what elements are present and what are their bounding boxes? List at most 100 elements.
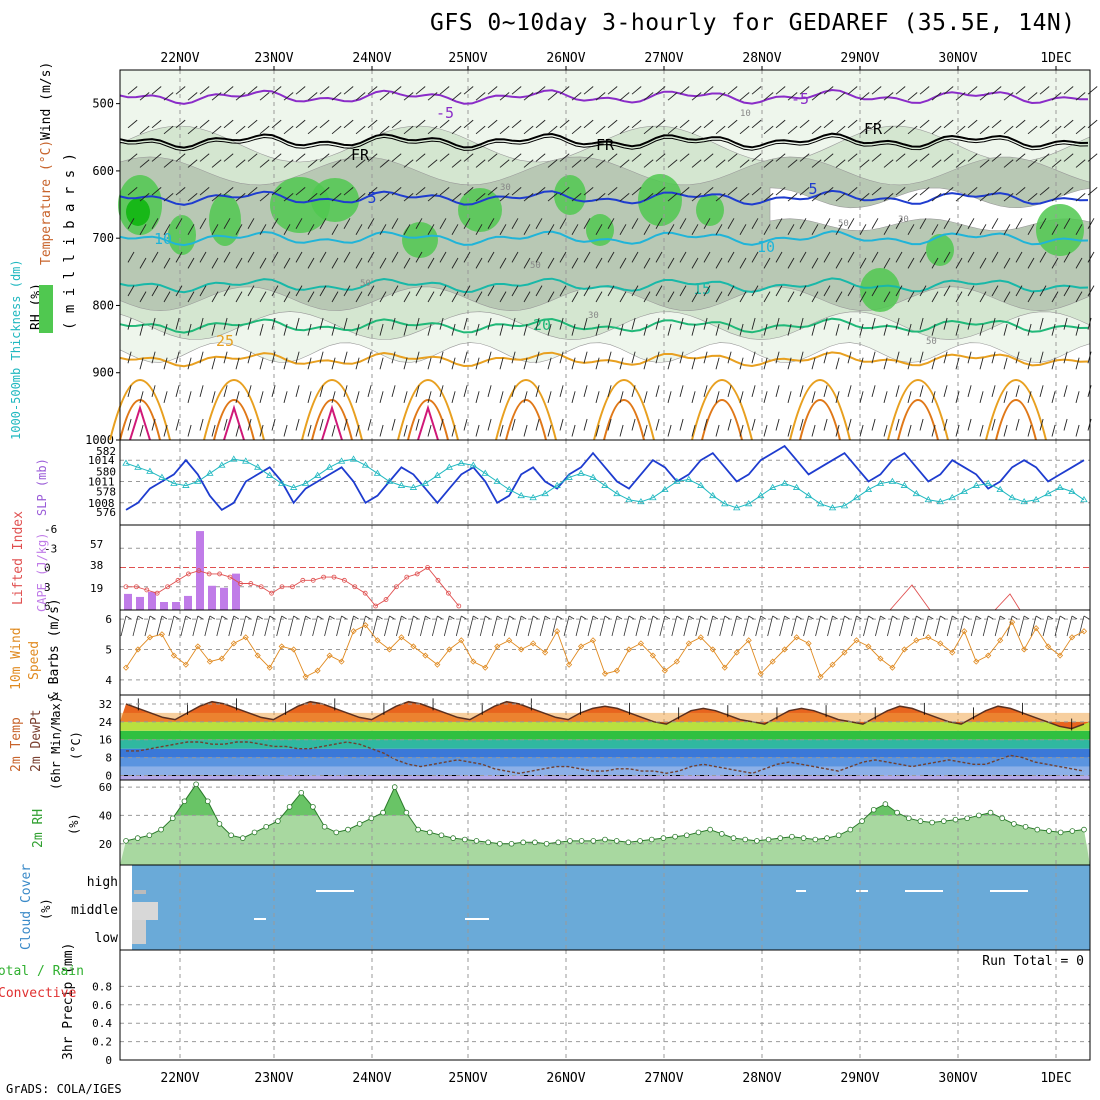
- ylabel-2m-dewpt: 2m DewPt: [29, 709, 44, 772]
- wind-barb-10m: [671, 615, 678, 637]
- thickness-point: [469, 461, 477, 468]
- thickness-point: [409, 483, 418, 490]
- wind-barb: [763, 193, 774, 202]
- wind-barb-10m: [647, 615, 654, 637]
- wind-barb-10m: [994, 615, 1001, 637]
- wind-barb-10m: [408, 615, 414, 637]
- ylabel-wind-barbs: & Barbs (m/s): [47, 598, 62, 700]
- wind-barb: [283, 323, 288, 336]
- wind-barb: [379, 224, 387, 235]
- thickness-point: [1068, 487, 1076, 495]
- ylabel-wind: Wind (m/s): [39, 62, 54, 140]
- wind-barb: [1003, 257, 1011, 269]
- wind-barb: [1003, 357, 1008, 370]
- wind-barb-10m: [336, 615, 342, 637]
- wind-speed-point: [913, 637, 920, 644]
- wind-barb: [691, 323, 696, 336]
- wind-barb-10m: [348, 615, 354, 637]
- wind-speed-point: [566, 661, 573, 668]
- wind-barb: [919, 351, 924, 364]
- wind-barb: [835, 357, 840, 370]
- warm-lobe-inner: [407, 399, 449, 441]
- wind-barb: [931, 224, 939, 235]
- wind-barb: [139, 92, 150, 101]
- wind-speed-point: [1068, 634, 1076, 641]
- lifted-index-point: [217, 571, 223, 577]
- wind-barb: [367, 317, 372, 330]
- wind-barb-10m: [623, 615, 630, 637]
- wind-barb: [679, 218, 687, 229]
- wind-barb-10m: [755, 615, 762, 637]
- wind-barb: [271, 218, 279, 229]
- wind-barb: [163, 424, 168, 437]
- wind-barb: [139, 357, 144, 370]
- wind-barb: [595, 257, 603, 269]
- rh-moist-blob: [209, 194, 241, 246]
- wind-barb: [463, 351, 468, 364]
- wind-barb: [403, 159, 414, 168]
- wind-barb-10m: [216, 615, 223, 637]
- wind-barb: [751, 385, 756, 398]
- wind-barb: [475, 357, 480, 370]
- wind-barb: [907, 257, 915, 269]
- wind-barb: [595, 159, 606, 168]
- wind-barb: [835, 391, 840, 404]
- wind-barb: [715, 323, 720, 336]
- wind-barb-10m: [695, 615, 702, 637]
- wind-barb: [235, 357, 240, 370]
- wind-barb: [883, 424, 888, 437]
- wind-barb: [427, 193, 438, 202]
- wind-barb: [847, 317, 852, 330]
- wind-barb: [355, 224, 363, 235]
- wind-barb: [991, 385, 996, 398]
- isotherm-label: FR: [351, 146, 370, 164]
- wind-barb: [391, 285, 399, 297]
- isotherm-line: [119, 230, 1089, 247]
- wind-barb: [751, 187, 762, 196]
- cloud-mid-gray: [132, 902, 158, 920]
- bottom-day-label: 26NOV: [546, 1071, 585, 1086]
- thickness-point: [589, 473, 597, 480]
- lifted-index-point: [154, 590, 160, 596]
- wind-barb: [631, 218, 639, 229]
- wind-speed-point: [326, 652, 333, 659]
- wind-barb: [991, 285, 999, 297]
- wind-barb: [1075, 92, 1086, 101]
- wind-barb: [691, 391, 696, 404]
- cape-tick-label: 38: [90, 559, 103, 572]
- wind-barb: [187, 92, 198, 101]
- cloud-level-label: middle: [71, 903, 118, 918]
- wind-barb: [379, 357, 384, 370]
- wind-barb: [379, 125, 390, 135]
- wind-barb: [1015, 153, 1026, 162]
- thickness-point: [756, 491, 765, 499]
- wind-speed-point: [470, 658, 477, 665]
- wind-barb: [511, 218, 519, 229]
- isotherm-line: [119, 88, 1089, 105]
- thickness-point: [1044, 489, 1052, 497]
- wind-barb: [139, 257, 147, 269]
- lifted-index-point: [133, 584, 139, 590]
- wind-barb: [1063, 385, 1068, 398]
- wind-barb: [823, 86, 834, 95]
- thickness-point: [1056, 483, 1064, 490]
- wind-barb: [691, 224, 699, 235]
- wind-barb: [403, 125, 414, 135]
- wind-barb: [595, 291, 603, 303]
- wind-barb: [847, 187, 858, 196]
- lifted-index-point: [352, 584, 358, 590]
- wind-barb-10m-flag: [796, 615, 802, 620]
- wind-barb: [1027, 291, 1035, 303]
- wind-barb: [583, 187, 594, 196]
- wind-barb: [967, 153, 978, 162]
- wind-speed-point: [613, 667, 621, 674]
- wind-barb-10m: [815, 615, 821, 637]
- wind-speed-point: [398, 634, 405, 641]
- wind-barb: [523, 125, 534, 135]
- wind-speed-point: [889, 664, 896, 671]
- wind-barb-10m: [575, 615, 582, 637]
- wind-barb-10m-flag: [389, 615, 395, 620]
- wind-barb: [523, 357, 528, 370]
- wind-barb: [163, 159, 174, 168]
- wind-barb-10m: [898, 615, 905, 637]
